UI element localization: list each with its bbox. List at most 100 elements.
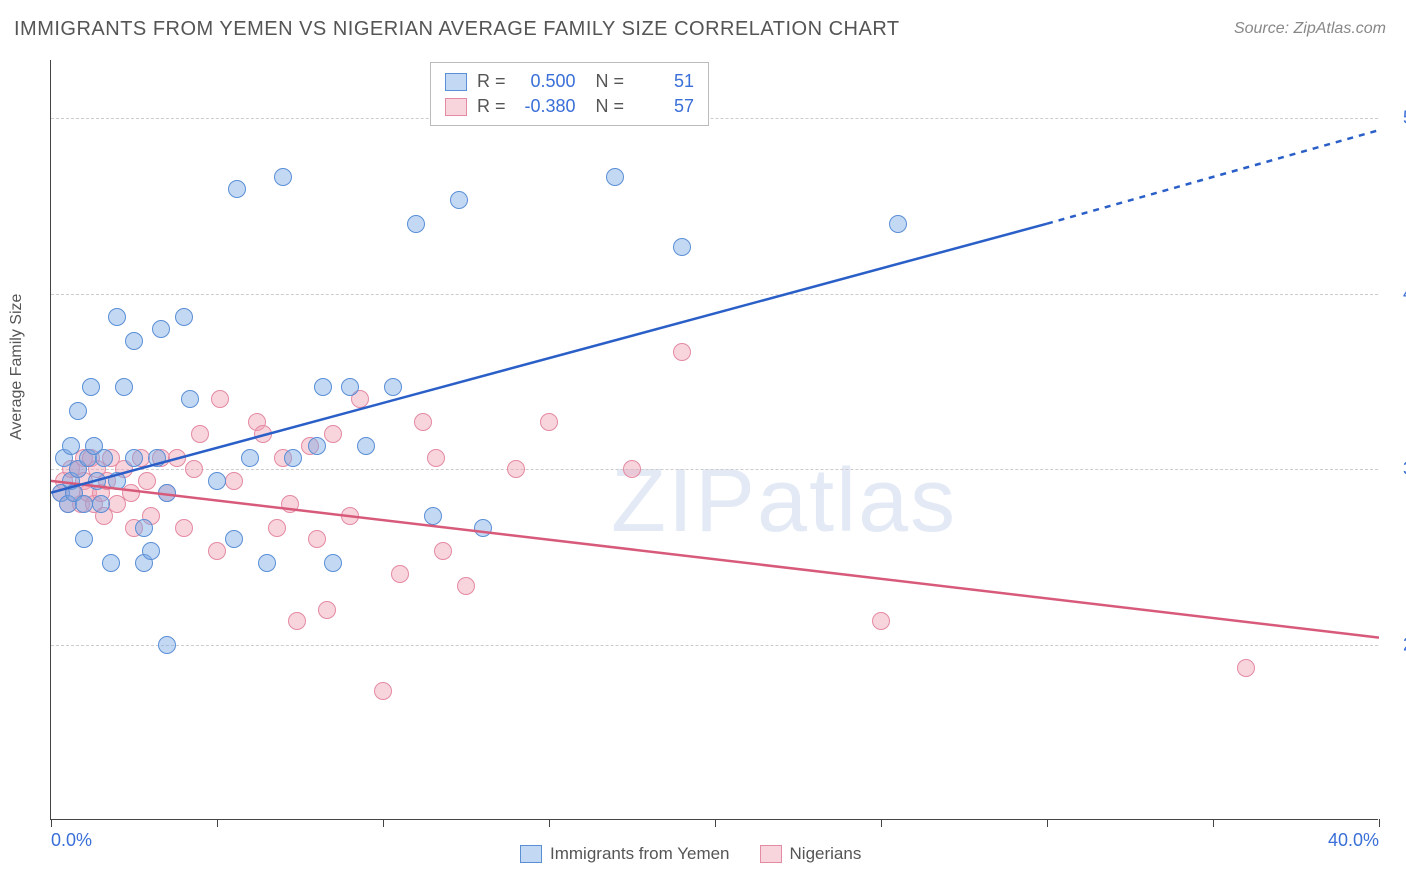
legend-row: R = -0.380N = 57 (445, 94, 694, 119)
data-point (457, 577, 475, 595)
x-tick (549, 819, 550, 827)
data-point (540, 413, 558, 431)
data-point (318, 601, 336, 619)
data-point (434, 542, 452, 560)
watermark-light: atlas (757, 451, 957, 551)
legend-item-yemen: Immigrants from Yemen (520, 844, 730, 864)
data-point (138, 472, 156, 490)
data-point (69, 402, 87, 420)
data-point (384, 378, 402, 396)
data-point (125, 332, 143, 350)
data-point (424, 507, 442, 525)
x-tick-label-right: 40.0% (1328, 830, 1379, 851)
data-point (314, 378, 332, 396)
x-tick (217, 819, 218, 827)
series-legend: Immigrants from Yemen Nigerians (520, 844, 861, 864)
data-point (450, 191, 468, 209)
data-point (211, 390, 229, 408)
r-value: -0.380 (516, 96, 576, 117)
data-point (62, 437, 80, 455)
gridline (51, 645, 1378, 646)
data-point (308, 437, 326, 455)
data-point (191, 425, 209, 443)
legend-label-b: Nigerians (790, 844, 862, 864)
legend-item-nigerians: Nigerians (760, 844, 862, 864)
data-point (108, 472, 126, 490)
r-label: R = (477, 71, 506, 92)
data-point (95, 449, 113, 467)
y-tick-label: 4.25 (1388, 283, 1406, 304)
data-point (208, 472, 226, 490)
data-point (115, 378, 133, 396)
data-point (228, 180, 246, 198)
data-point (208, 542, 226, 560)
data-point (75, 495, 93, 513)
data-point (281, 495, 299, 513)
data-point (92, 495, 110, 513)
data-point (407, 215, 425, 233)
x-tick (51, 819, 52, 827)
trend-lines (51, 60, 1379, 820)
data-point (88, 472, 106, 490)
data-point (357, 437, 375, 455)
x-tick (1379, 819, 1380, 827)
chart-title: IMMIGRANTS FROM YEMEN VS NIGERIAN AVERAG… (14, 18, 900, 41)
data-point (268, 519, 286, 537)
data-point (474, 519, 492, 537)
data-point (135, 519, 153, 537)
data-point (274, 168, 292, 186)
y-axis-label: Average Family Size (8, 294, 26, 440)
y-tick-label: 5.00 (1388, 108, 1406, 129)
data-point (872, 612, 890, 630)
data-point (185, 460, 203, 478)
data-point (241, 449, 259, 467)
legend-swatch (445, 73, 467, 91)
data-point (341, 507, 359, 525)
data-point (75, 530, 93, 548)
n-value: 57 (634, 96, 694, 117)
x-tick (1047, 819, 1048, 827)
data-point (142, 542, 160, 560)
legend-swatch (445, 98, 467, 116)
x-tick (1213, 819, 1214, 827)
data-point (284, 449, 302, 467)
legend-label-a: Immigrants from Yemen (550, 844, 730, 864)
data-point (175, 519, 193, 537)
y-tick-label: 3.50 (1388, 459, 1406, 480)
data-point (102, 554, 120, 572)
data-point (507, 460, 525, 478)
data-point (148, 449, 166, 467)
data-point (168, 449, 186, 467)
n-value: 51 (634, 71, 694, 92)
data-point (623, 460, 641, 478)
gridline (51, 469, 1378, 470)
x-tick (881, 819, 882, 827)
data-point (108, 308, 126, 326)
data-point (1237, 659, 1255, 677)
data-point (158, 484, 176, 502)
data-point (225, 472, 243, 490)
n-label: N = (596, 71, 625, 92)
correlation-legend: R = 0.500N = 51R = -0.380N = 57 (430, 62, 709, 126)
data-point (225, 530, 243, 548)
x-tick (383, 819, 384, 827)
source-attribution: Source: ZipAtlas.com (1234, 20, 1386, 38)
data-point (889, 215, 907, 233)
data-point (324, 554, 342, 572)
data-point (606, 168, 624, 186)
data-point (374, 682, 392, 700)
data-point (181, 390, 199, 408)
data-point (125, 449, 143, 467)
data-point (175, 308, 193, 326)
legend-row: R = 0.500N = 51 (445, 69, 694, 94)
data-point (288, 612, 306, 630)
data-point (341, 378, 359, 396)
data-point (308, 530, 326, 548)
y-tick-label: 2.75 (1388, 634, 1406, 655)
legend-swatch-b (760, 845, 782, 863)
data-point (258, 554, 276, 572)
data-point (414, 413, 432, 431)
x-tick-label-left: 0.0% (51, 830, 92, 851)
data-point (82, 378, 100, 396)
x-tick (715, 819, 716, 827)
